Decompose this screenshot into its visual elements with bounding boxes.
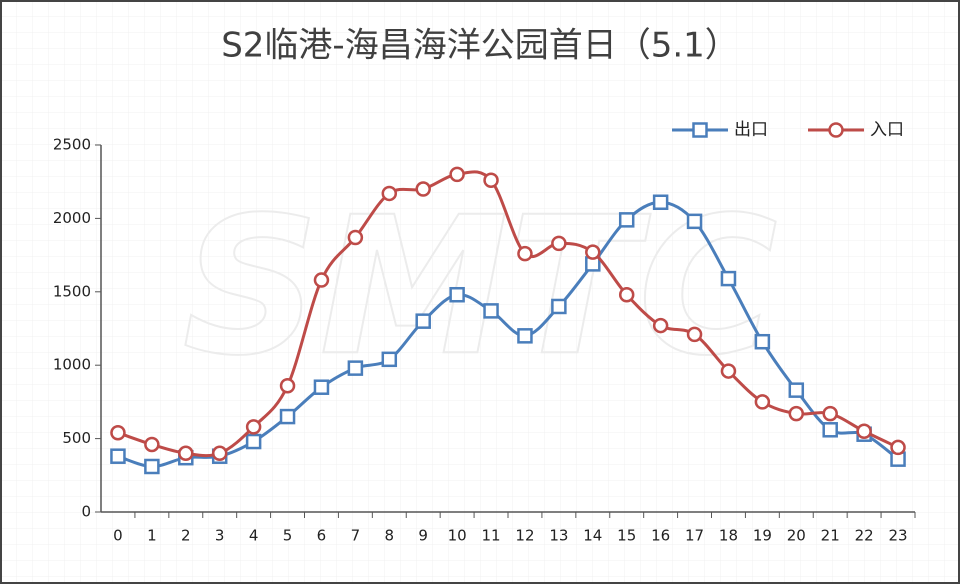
x-tick-label: 6 — [317, 527, 327, 545]
x-tick-label: 12 — [515, 527, 534, 545]
point — [415, 181, 431, 197]
point — [279, 378, 296, 394]
point — [144, 458, 160, 475]
point — [788, 405, 805, 422]
point — [551, 235, 567, 252]
point — [279, 408, 296, 425]
x-tick-label: 22 — [855, 527, 874, 545]
x-tick-label: 8 — [385, 527, 395, 545]
x-tick-label: 21 — [821, 527, 840, 545]
y-tick-label: 500 — [62, 429, 91, 447]
x-tick-label: 14 — [583, 527, 602, 545]
legend-marker — [692, 122, 708, 138]
x-tick-label: 7 — [351, 527, 361, 545]
point — [788, 382, 805, 398]
point — [245, 433, 262, 450]
point — [415, 313, 431, 329]
point — [347, 360, 364, 376]
point — [618, 286, 635, 303]
x-tick-label: 17 — [685, 527, 704, 545]
point — [754, 333, 771, 350]
point — [686, 326, 703, 343]
x-tick-label: 5 — [283, 527, 293, 545]
point — [585, 244, 601, 260]
point — [652, 317, 669, 334]
x-tick-label: 15 — [617, 527, 636, 545]
chart-title: S2临港-海昌海洋公园首日（5.1） — [221, 26, 739, 66]
x-tick-label: 23 — [888, 527, 907, 545]
x-tick-label: 13 — [549, 527, 568, 545]
point — [652, 194, 669, 211]
point — [381, 185, 398, 202]
x-tick-label: 4 — [249, 527, 259, 545]
x-tick-label: 2 — [181, 527, 191, 545]
point — [517, 245, 533, 262]
point — [178, 445, 194, 462]
point — [245, 419, 262, 435]
legend-marker — [828, 122, 844, 138]
point — [551, 298, 567, 315]
point — [449, 286, 465, 303]
y-tick-label: 1500 — [53, 282, 91, 300]
y-tick-label: 2500 — [53, 136, 91, 154]
point — [381, 351, 398, 368]
x-tick-label: 1 — [147, 527, 157, 545]
x-tick-label: 9 — [418, 527, 428, 545]
point — [449, 166, 465, 183]
point — [720, 363, 737, 379]
point — [483, 303, 499, 319]
point — [822, 422, 838, 438]
point — [347, 229, 364, 246]
y-tick-label: 0 — [81, 503, 91, 521]
point — [313, 379, 330, 395]
point — [211, 445, 228, 462]
legend-label: 出口 — [734, 120, 768, 140]
x-tick-label: 19 — [753, 527, 772, 545]
y-tick-label: 1000 — [53, 356, 91, 374]
point — [618, 212, 635, 228]
point — [313, 272, 330, 288]
legend-label: 入口 — [870, 120, 904, 140]
point — [483, 172, 499, 188]
x-tick-label: 3 — [215, 527, 225, 545]
x-tick-label: 11 — [481, 527, 500, 545]
point — [822, 405, 838, 422]
x-tick-label: 16 — [651, 527, 670, 545]
y-tick-label: 2000 — [53, 209, 91, 227]
point — [110, 448, 126, 464]
point — [754, 394, 771, 410]
watermark: SMTC — [183, 176, 778, 397]
x-tick-label: 18 — [719, 527, 738, 545]
x-tick-label: 0 — [113, 527, 123, 545]
point — [517, 328, 533, 344]
x-tick-label: 20 — [787, 527, 806, 545]
point — [890, 439, 906, 456]
point — [144, 436, 160, 453]
x-tick-label: 10 — [448, 527, 467, 545]
point — [110, 424, 126, 441]
point — [856, 423, 872, 440]
point — [720, 270, 737, 287]
point — [686, 213, 703, 230]
